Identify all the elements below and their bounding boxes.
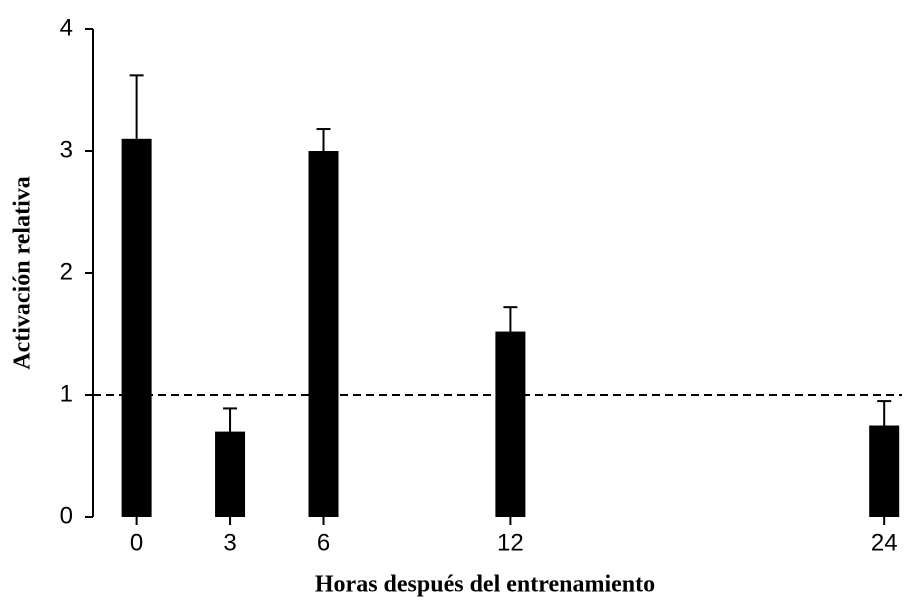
x-axis-title: Horas después del entrenamiento xyxy=(315,572,655,598)
y-axis-title: Activación relativa xyxy=(10,176,36,370)
x-tick-label: 0 xyxy=(130,529,143,556)
y-tick-label: 3 xyxy=(60,136,73,163)
bar xyxy=(869,425,900,517)
x-tick-label: 3 xyxy=(223,529,236,556)
y-tick-label: 2 xyxy=(60,258,73,285)
x-tick-label: 6 xyxy=(317,529,330,556)
bar xyxy=(121,138,152,518)
bar xyxy=(495,331,526,517)
bar xyxy=(215,431,246,517)
y-tick-label: 0 xyxy=(60,502,73,529)
x-tick-label: 24 xyxy=(871,529,898,556)
y-tick-label: 1 xyxy=(60,380,73,407)
x-tick-label: 12 xyxy=(497,529,524,556)
y-tick-label: 4 xyxy=(60,14,73,41)
bar xyxy=(308,151,339,517)
